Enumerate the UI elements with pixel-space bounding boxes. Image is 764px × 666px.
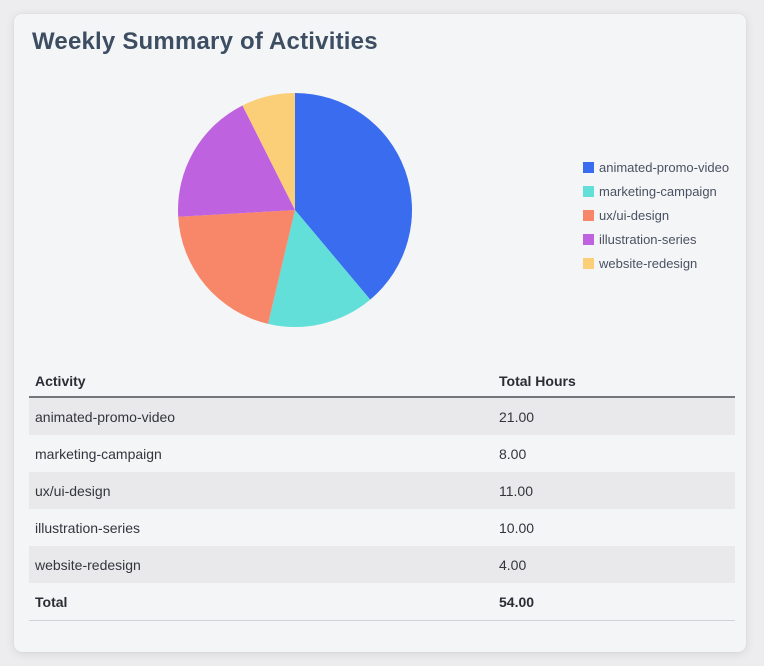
pie-slice-4 — [242, 93, 295, 210]
pie-slice-1 — [268, 210, 371, 328]
table-row: website-redesign 4.00 — [29, 546, 735, 583]
chart-legend: animated-promo-video marketing-campaign ux… — [583, 155, 729, 275]
total-row: Total 54.00 — [29, 583, 735, 621]
legend-item: illustration-series — [583, 227, 729, 251]
legend-label: marketing-campaign — [599, 183, 717, 199]
pie-slice-2 — [178, 210, 295, 324]
hours-cell: 8.00 — [499, 445, 527, 462]
legend-swatch-icon — [583, 233, 594, 245]
legend-item: ux/ui-design — [583, 203, 729, 227]
pie-chart — [178, 93, 413, 328]
column-header-total-hours: Total Hours — [493, 366, 735, 398]
table-header-row: Activity Total Hours — [29, 366, 735, 398]
pie-slice-0 — [295, 93, 413, 300]
legend-label: ux/ui-design — [599, 207, 670, 223]
total-label: Total — [29, 583, 493, 621]
legend-item: website-redesign — [583, 251, 729, 275]
table-row: animated-promo-video 21.00 — [29, 397, 735, 435]
legend-item: animated-promo-video — [583, 155, 729, 179]
column-header-activity: Activity — [29, 366, 493, 398]
activity-cell: illustration-series — [35, 519, 141, 536]
pie-slice-3 — [178, 105, 295, 217]
summary-card: Weekly Summary of Activities animated-pr… — [14, 14, 746, 652]
legend-label: website-redesign — [599, 255, 698, 271]
activity-cell: marketing-campaign — [35, 445, 162, 462]
legend-item: marketing-campaign — [583, 179, 729, 203]
legend-swatch-icon — [583, 257, 594, 269]
legend-label: illustration-series — [599, 231, 697, 247]
table-row: illustration-series 10.00 — [29, 509, 735, 546]
total-hours-value: 54.00 — [493, 583, 735, 621]
activity-cell: ux/ui-design — [35, 482, 111, 499]
legend-swatch-icon — [583, 185, 594, 197]
legend-swatch-icon — [583, 161, 594, 173]
activity-cell: website-redesign — [35, 556, 141, 573]
hours-cell: 11.00 — [499, 482, 533, 499]
activity-cell: animated-promo-video — [35, 408, 176, 425]
hours-cell: 4.00 — [499, 556, 527, 573]
table-row: marketing-campaign 8.00 — [29, 435, 735, 472]
hours-cell: 21.00 — [499, 408, 535, 425]
legend-label: animated-promo-video — [599, 159, 730, 175]
hours-cell: 10.00 — [499, 519, 535, 536]
page-title: Weekly Summary of Activities — [32, 28, 378, 55]
table-row: ux/ui-design 11.00 — [29, 472, 735, 509]
activities-table: Activity Total Hours animated-promo-vide… — [29, 366, 735, 621]
legend-swatch-icon — [583, 209, 594, 221]
